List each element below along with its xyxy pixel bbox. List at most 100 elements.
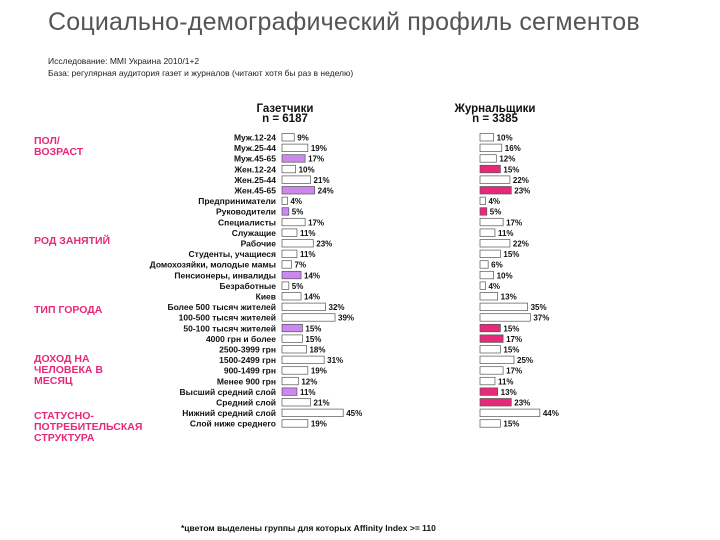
bar xyxy=(479,270,494,280)
bar xyxy=(479,302,528,311)
bar xyxy=(281,408,344,417)
data-label: 9% xyxy=(297,134,309,143)
bar xyxy=(479,398,512,407)
bar xyxy=(479,366,504,375)
bar xyxy=(479,217,504,227)
data-label: 15% xyxy=(305,335,321,344)
data-label: 17% xyxy=(308,218,324,227)
data-label: 7% xyxy=(295,261,307,270)
series-sample-size: n = 6187 xyxy=(262,113,308,125)
data-label: 17% xyxy=(506,335,522,344)
data-label: 6% xyxy=(491,261,503,270)
data-label: 15% xyxy=(503,324,519,333)
data-label: 23% xyxy=(514,187,530,196)
data-label: 16% xyxy=(505,144,521,153)
bar xyxy=(281,228,298,237)
data-label: 31% xyxy=(327,356,343,365)
data-label: 21% xyxy=(314,176,330,185)
category-label: Пенсионеры, инвалиды xyxy=(174,270,276,280)
bar xyxy=(281,143,309,152)
data-label: 24% xyxy=(318,187,334,196)
data-label: 37% xyxy=(533,314,549,323)
data-label: 15% xyxy=(503,165,519,174)
data-label: 45% xyxy=(346,409,362,418)
bar xyxy=(479,323,501,333)
data-label: 11% xyxy=(498,377,514,386)
bar xyxy=(479,164,501,174)
bar xyxy=(281,376,299,386)
category-label: Рабочие xyxy=(241,239,277,249)
group-label: СТАТУСНО- ПОТРЕБИТЕЛЬСКАЯ СТРУКТУРА xyxy=(34,410,143,444)
data-label: 5% xyxy=(490,208,502,217)
bar xyxy=(281,207,290,216)
data-label: 10% xyxy=(497,271,513,280)
data-label: 15% xyxy=(503,346,519,355)
bar xyxy=(479,345,501,354)
group-label: ПОЛ/ВОЗРАСТ xyxy=(34,135,84,158)
bar xyxy=(479,207,488,216)
category-label: Нижний средний слой xyxy=(182,408,276,418)
category-label: Руководители xyxy=(216,207,276,217)
data-label: 14% xyxy=(304,293,320,302)
data-label: 22% xyxy=(513,176,529,185)
category-label: 4000 грн и более xyxy=(206,334,276,344)
data-label: 15% xyxy=(503,250,519,259)
data-label: 44% xyxy=(543,409,559,418)
data-label: 11% xyxy=(300,229,316,238)
category-label: Служащие xyxy=(232,228,277,238)
column-header-newspapers: Газетчики n = 6187 xyxy=(245,103,325,125)
bar xyxy=(479,281,486,290)
bar xyxy=(479,334,504,343)
bar xyxy=(281,164,296,174)
page-title: Социально-демографический профиль сегмен… xyxy=(48,8,640,36)
data-label: 11% xyxy=(300,388,316,397)
bar xyxy=(479,239,511,248)
bar xyxy=(281,270,302,280)
category-label: Муж.12-24 xyxy=(234,133,276,143)
bar xyxy=(479,196,486,205)
data-label: 39% xyxy=(338,314,354,323)
data-label: 11% xyxy=(498,229,514,238)
category-label: Жен.12-24 xyxy=(233,164,276,174)
group-label: ДОХОД НА ЧЕЛОВЕКА В МЕСЯЦ xyxy=(34,353,103,387)
bar xyxy=(479,133,494,142)
data-label: 19% xyxy=(311,367,327,376)
category-label: Киев xyxy=(256,292,276,302)
data-label: 17% xyxy=(506,218,522,227)
bar xyxy=(281,323,303,333)
data-label: 4% xyxy=(290,197,302,206)
category-label: Муж.25-44 xyxy=(234,143,276,153)
category-label: 1500-2499 грн xyxy=(219,355,276,365)
footnote: *цветом выделены группы для которых Affi… xyxy=(181,523,436,533)
data-label: 13% xyxy=(501,388,517,397)
bar xyxy=(281,355,325,364)
bar xyxy=(479,313,531,322)
bar xyxy=(281,292,302,301)
bar xyxy=(281,281,290,290)
bar xyxy=(281,186,315,195)
bar xyxy=(281,313,336,322)
bar xyxy=(281,366,309,375)
data-label: 35% xyxy=(531,303,547,312)
category-label: Более 500 тысяч жителей xyxy=(167,302,276,312)
data-label: 15% xyxy=(503,420,519,429)
category-label: Безработные xyxy=(220,281,277,291)
series-sample-size: n = 3385 xyxy=(472,113,518,125)
group-label: РОД ЗАНЯТИЙ xyxy=(34,235,111,247)
data-label: 11% xyxy=(300,250,316,259)
category-label: 100-500 тысяч жителей xyxy=(179,313,276,323)
bar xyxy=(479,376,496,386)
data-label: 12% xyxy=(499,155,515,164)
category-label: Высший средний слой xyxy=(180,387,276,397)
data-label: 13% xyxy=(501,293,517,302)
bar xyxy=(281,133,295,142)
study-source: Исследование: MMI Украина 2010/1+2 xyxy=(48,56,200,66)
series-name: Журнальщики xyxy=(454,103,536,115)
bar xyxy=(281,387,298,396)
bar xyxy=(479,408,541,417)
bar xyxy=(281,260,292,269)
bar xyxy=(281,217,306,227)
category-label: Слой ниже среднего xyxy=(190,419,276,429)
data-label: 5% xyxy=(292,208,304,217)
